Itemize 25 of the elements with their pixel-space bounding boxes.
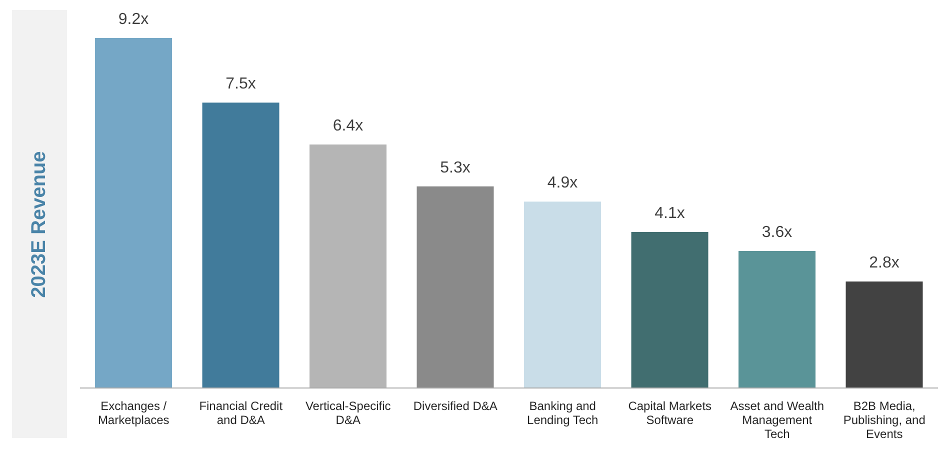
x-tick-label: Diversified D&A bbox=[413, 399, 498, 413]
data-label: 4.9x bbox=[547, 174, 578, 192]
y-axis-title: 2023E Revenue bbox=[28, 150, 51, 298]
bar bbox=[738, 251, 816, 388]
bar bbox=[631, 232, 708, 388]
x-tick-label: Asset and Wealth Management Tech bbox=[730, 399, 824, 441]
bar bbox=[310, 144, 387, 388]
data-label: 9.2x bbox=[118, 11, 149, 28]
data-label: 2.8x bbox=[869, 254, 900, 272]
bar bbox=[524, 202, 602, 388]
x-tick-label: B2B Media, Publishing, and Events bbox=[843, 399, 926, 441]
data-label: 5.3x bbox=[440, 159, 470, 176]
data-label: 4.1x bbox=[654, 205, 685, 222]
data-label: 6.4x bbox=[332, 118, 364, 135]
x-tick-label: Exchanges / Marketplaces bbox=[98, 399, 170, 427]
bar bbox=[202, 102, 280, 388]
x-tick-label: Capital Markets Software bbox=[628, 399, 712, 427]
bar bbox=[846, 281, 923, 388]
bar bbox=[95, 38, 172, 388]
x-tick-label: Banking and Lending Tech bbox=[527, 399, 598, 427]
x-tick-label: Vertical-Specific D&A bbox=[305, 399, 391, 427]
data-label: 3.6x bbox=[762, 224, 792, 242]
bar bbox=[416, 186, 494, 388]
data-label: 7.5x bbox=[226, 76, 256, 93]
x-tick-label: Financial Credit and D&A bbox=[199, 399, 284, 427]
